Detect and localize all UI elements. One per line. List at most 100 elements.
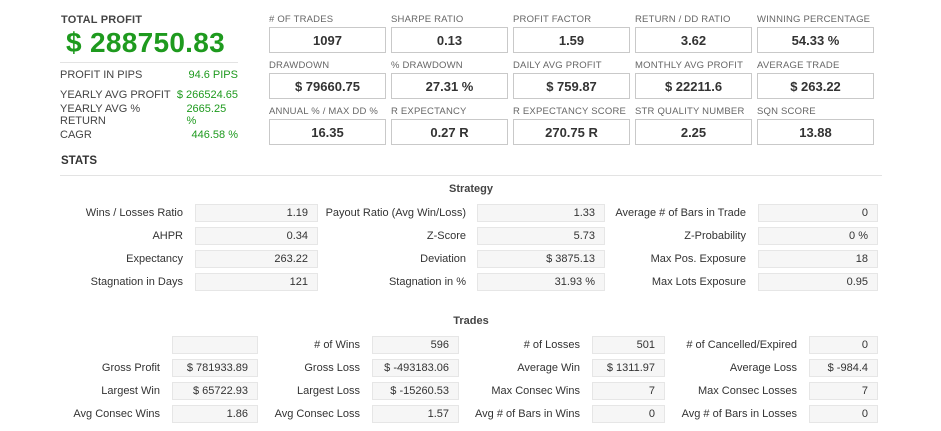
stat-value: 18 [758,250,878,268]
metric-value: $ 22211.6 [635,73,752,99]
stat-label: Stagnation in % [388,276,466,288]
trade-value: $ -493183.06 [372,359,459,377]
trade-label: Avg # of Bars in Losses [681,408,797,420]
metric-monthly-avg-profit: MONTHLY AVG PROFIT $ 22211.6 [635,60,752,99]
trade-label: Largest Win [101,385,160,397]
summary-label: YEARLY AVG PROFIT [60,89,171,101]
trade-label: Average Loss [729,362,797,374]
metric-label: SHARPE RATIO [391,14,464,25]
stat-label: Z-Probability [684,230,746,242]
stat-value: 121 [195,273,318,291]
summary-label: YEARLY AVG % RETURN [60,103,141,127]
metric-str-quality-number: STR QUALITY NUMBER 2.25 [635,106,752,145]
summary-row-yearly-avg-return: YEARLY AVG % RETURN 2665.25 % [60,103,238,127]
summary-label: PROFIT IN PIPS [60,69,143,81]
metric-label: WINNING PERCENTAGE [757,14,871,25]
metric-value: 0.13 [391,27,508,53]
metric-value: 16.35 [269,119,386,145]
trade-value: $ 1311.97 [592,359,665,377]
stat-value: 0 % [758,227,878,245]
trades-heading: Trades [453,315,489,327]
metric-winning-percentage: WINNING PERCENTAGE 54.33 % [757,14,874,53]
metric-value: $ 79660.75 [269,73,386,99]
stat-label: Max Pos. Exposure [650,253,746,265]
trade-value: $ -15260.53 [372,382,459,400]
stat-label: Average # of Bars in Trade [615,207,746,219]
summary-value: 2665.25 % [186,103,227,127]
trade-label: Max Consec Wins [491,385,580,397]
metric-value: 13.88 [757,119,874,145]
metric-annual-max-dd: ANNUAL % / MAX DD % 16.35 [269,106,386,145]
metric-r-expectancy-score: R EXPECTANCY SCORE 270.75 R [513,106,630,145]
metric-label: AVERAGE TRADE [757,60,840,71]
metric-value: 27.31 % [391,73,508,99]
trade-value: 0 [592,405,665,423]
divider [60,175,882,176]
summary-label: CAGR [60,129,92,141]
metric-sqn-score: SQN SCORE 13.88 [757,106,874,145]
stats-heading: STATS [61,155,97,167]
stat-label: Stagnation in Days [90,276,183,288]
stat-label: Wins / Losses Ratio [85,207,183,219]
stat-value: 0 [758,204,878,222]
metric-label: DAILY AVG PROFIT [513,60,602,71]
stat-label: Deviation [420,253,466,265]
trade-value: 1.57 [372,405,459,423]
metric-label: MONTHLY AVG PROFIT [635,60,744,71]
trade-value: 596 [372,336,459,354]
summary-value: $ 266524.65 [176,89,238,101]
trade-label: Max Consec Losses [697,385,797,397]
trade-value: $ -984.4 [809,359,878,377]
total-profit-label: TOTAL PROFIT [61,14,143,26]
metric-label: PROFIT FACTOR [513,14,592,25]
metric-drawdown: DRAWDOWN $ 79660.75 [269,60,386,99]
trade-value: 501 [592,336,665,354]
metric-value: 0.27 R [391,119,508,145]
trade-label: # of Losses [523,339,580,351]
metric-label: # OF TRADES [269,14,334,25]
metric-sharpe-ratio: SHARPE RATIO 0.13 [391,14,508,53]
metric-value: 3.62 [635,27,752,53]
metric-value: 1097 [269,27,386,53]
trade-value: 7 [592,382,665,400]
trade-label: Avg # of Bars in Wins [475,408,580,420]
metric-label: R EXPECTANCY SCORE [513,106,627,117]
metric-value: $ 263.22 [757,73,874,99]
trade-value: $ 781933.89 [172,359,258,377]
stat-label: AHPR [152,230,183,242]
stat-label: Max Lots Exposure [651,276,746,288]
trade-value [172,336,258,354]
stat-value: 0.34 [195,227,318,245]
stat-value: 0.95 [758,273,878,291]
metric-r-expectancy: R EXPECTANCY 0.27 R [391,106,508,145]
metric-average-trade: AVERAGE TRADE $ 263.22 [757,60,874,99]
metric-number-of-trades: # OF TRADES 1097 [269,14,386,53]
trade-label: Gross Loss [304,362,360,374]
trade-label: Avg Consec Loss [274,408,360,420]
metric-profit-factor: PROFIT FACTOR 1.59 [513,14,630,53]
metric-label: % DRAWDOWN [391,60,463,71]
summary-value: 94.6 PIPS [188,69,238,81]
metric-value: 54.33 % [757,27,874,53]
metric-label: RETURN / DD RATIO [635,14,731,25]
metric-label: STR QUALITY NUMBER [635,106,745,117]
trade-label: Avg Consec Wins [73,408,160,420]
trade-label: Largest Loss [297,385,360,397]
trade-label: # of Wins [314,339,360,351]
trade-label: Gross Profit [101,362,160,374]
stat-value: 5.73 [477,227,605,245]
stat-label: Expectancy [126,253,183,265]
metric-label: ANNUAL % / MAX DD % [269,106,379,117]
trade-value: 0 [809,336,878,354]
summary-row-yearly-avg-profit: YEARLY AVG PROFIT $ 266524.65 [60,85,238,105]
summary-row-cagr: CAGR 446.58 % [60,125,238,145]
metric-label: SQN SCORE [757,106,816,117]
trade-value: 1.86 [172,405,258,423]
stat-value: 1.33 [477,204,605,222]
metric-value: 1.59 [513,27,630,53]
trade-label: # of Cancelled/Expired [686,339,797,351]
stat-value: 31.93 % [477,273,605,291]
trade-value: 0 [809,405,878,423]
trade-value: 7 [809,382,878,400]
divider [60,62,238,63]
